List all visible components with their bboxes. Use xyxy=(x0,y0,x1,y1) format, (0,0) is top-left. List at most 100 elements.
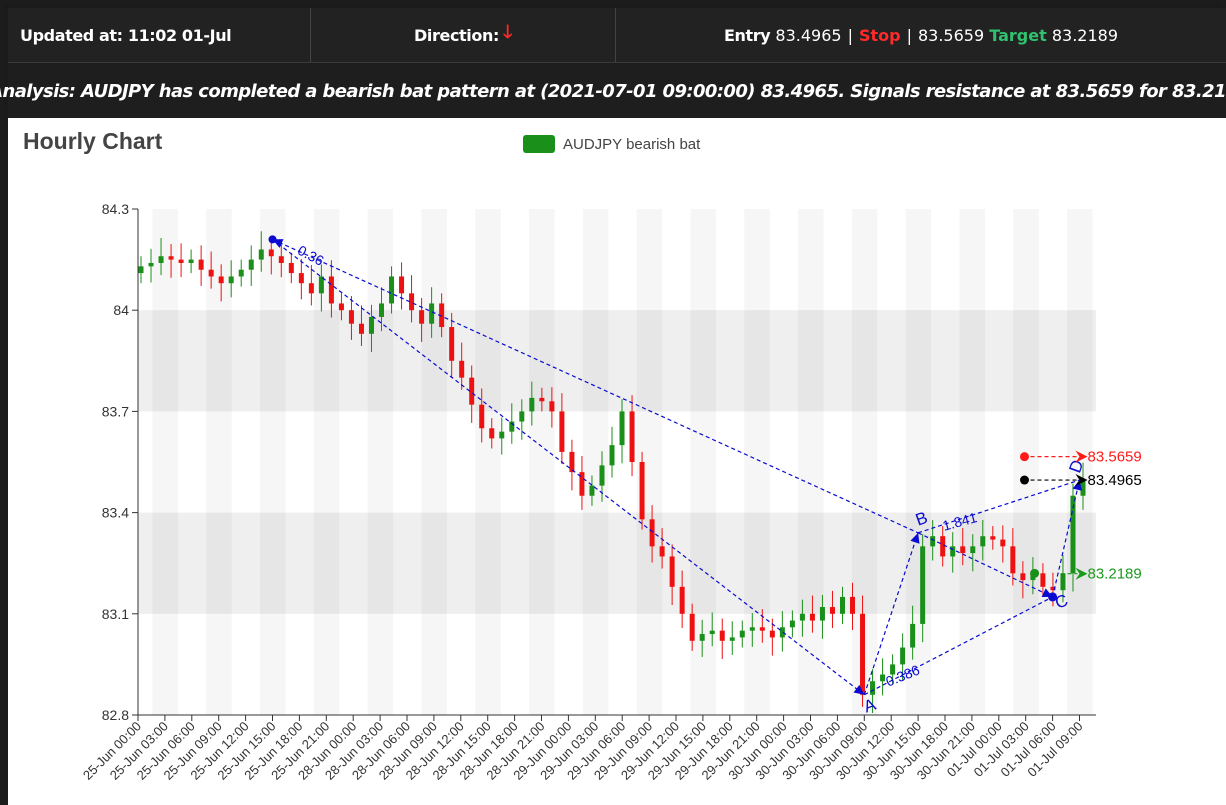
candle-body xyxy=(940,536,946,557)
arrow-down-icon: 🡓 xyxy=(502,22,512,43)
y-tick-label: 84.3 xyxy=(102,201,129,217)
candle-body xyxy=(950,546,956,557)
candle-body xyxy=(1080,478,1086,496)
x-stripe xyxy=(206,209,232,715)
candle-body xyxy=(599,465,605,486)
bd-line xyxy=(917,479,1080,534)
candle-body xyxy=(348,310,354,324)
point-marker xyxy=(268,235,277,244)
candle-body xyxy=(338,303,344,311)
candle-body xyxy=(890,664,896,675)
candle-body xyxy=(549,401,555,412)
target-label: 83.2189 xyxy=(1088,566,1142,583)
candle-body xyxy=(649,519,655,547)
candle-body xyxy=(1000,539,1006,547)
candle-body xyxy=(419,310,425,324)
point-label-d: D xyxy=(1065,457,1087,475)
candle-body xyxy=(1050,586,1056,591)
candle-body xyxy=(1070,495,1076,574)
candle-body xyxy=(318,276,324,294)
candle-body xyxy=(529,397,535,412)
candle-body xyxy=(589,485,595,496)
candle-body xyxy=(188,259,194,263)
candle-body xyxy=(389,276,395,304)
candle-body xyxy=(439,303,445,328)
candle-body xyxy=(138,266,144,274)
chart-title: Hourly Chart xyxy=(23,128,163,154)
ac-line xyxy=(864,596,1053,696)
candle-body xyxy=(689,613,695,641)
x-stripe xyxy=(260,209,286,715)
x-stripe xyxy=(529,209,555,715)
candle-body xyxy=(469,377,475,405)
candle-body xyxy=(218,276,224,284)
candle-body xyxy=(739,630,745,638)
candle-body xyxy=(539,397,545,402)
candle-body xyxy=(298,273,304,284)
candle-body xyxy=(609,445,615,466)
candle-body xyxy=(629,411,635,462)
y-tick-label: 84 xyxy=(113,302,129,318)
chart-panel: Hourly Chart AUDJPY bearish bat 84.3 84 83… xyxy=(8,118,1226,805)
candle-body xyxy=(148,262,154,267)
candle-body xyxy=(168,256,174,260)
candle-body xyxy=(839,596,845,614)
candle-body xyxy=(860,613,866,695)
candle-body xyxy=(749,627,755,631)
xb-line xyxy=(272,238,919,534)
target-arrowhead xyxy=(1075,567,1088,580)
candle-body xyxy=(328,276,334,304)
candle-body xyxy=(479,404,485,429)
x-stripe xyxy=(421,209,447,715)
x-stripe xyxy=(744,209,770,715)
y-tick-label: 83.1 xyxy=(102,606,129,622)
candle-body xyxy=(579,472,585,496)
x-stripe xyxy=(906,209,932,715)
point-marker xyxy=(1048,592,1058,602)
candle-body xyxy=(238,269,244,277)
x-stripe xyxy=(1013,209,1039,715)
x-stripe xyxy=(475,209,501,715)
stop-value: 83.5659 xyxy=(917,25,985,45)
target-value: 83.2189 xyxy=(1051,25,1118,45)
target-label: Target xyxy=(989,25,1047,45)
candle-body xyxy=(1040,573,1046,587)
candle-body xyxy=(719,630,725,641)
chart-legend[interactable]: AUDJPY bearish bat xyxy=(523,135,700,153)
candle-body xyxy=(729,637,735,641)
y-tick-label: 83.4 xyxy=(102,505,129,521)
levels-cell: Entry 83.4965 | Stop | 83.5659 Target 83… xyxy=(616,8,1226,62)
candle-body xyxy=(639,462,645,520)
candle-body xyxy=(509,421,515,432)
candle-body xyxy=(449,327,455,361)
candle-body xyxy=(980,536,986,547)
candle-body xyxy=(358,323,364,334)
direction-label: Direction: xyxy=(414,25,499,45)
entry-label: 83.4965 xyxy=(1088,472,1142,489)
direction-cell: Direction: 🡓 xyxy=(311,8,616,62)
candle-body xyxy=(659,546,665,557)
candle-body xyxy=(248,259,254,270)
candle-body xyxy=(930,536,936,547)
candle-body xyxy=(198,259,204,270)
candle-body xyxy=(669,556,675,587)
candle-body xyxy=(990,536,996,540)
y-tick-label: 82.8 xyxy=(102,707,129,723)
status-bar: Updated at: 11:02 01-Jul Direction: 🡓 En… xyxy=(8,8,1226,62)
candle-body xyxy=(679,586,685,614)
arrowhead-b xyxy=(910,532,920,544)
candle-body xyxy=(489,428,495,439)
candle-body xyxy=(799,613,805,621)
candle-body xyxy=(910,623,916,648)
y-band xyxy=(138,512,1096,614)
candle-body xyxy=(399,276,405,294)
x-stripe xyxy=(583,209,609,715)
entry-label: Entry xyxy=(724,25,771,45)
candle-body xyxy=(429,303,435,324)
x-stripe xyxy=(798,209,824,715)
bc-line xyxy=(917,532,1053,598)
legend-label: AUDJPY bearish bat xyxy=(563,135,701,153)
candle-body xyxy=(759,627,765,631)
candle-body xyxy=(268,249,274,257)
